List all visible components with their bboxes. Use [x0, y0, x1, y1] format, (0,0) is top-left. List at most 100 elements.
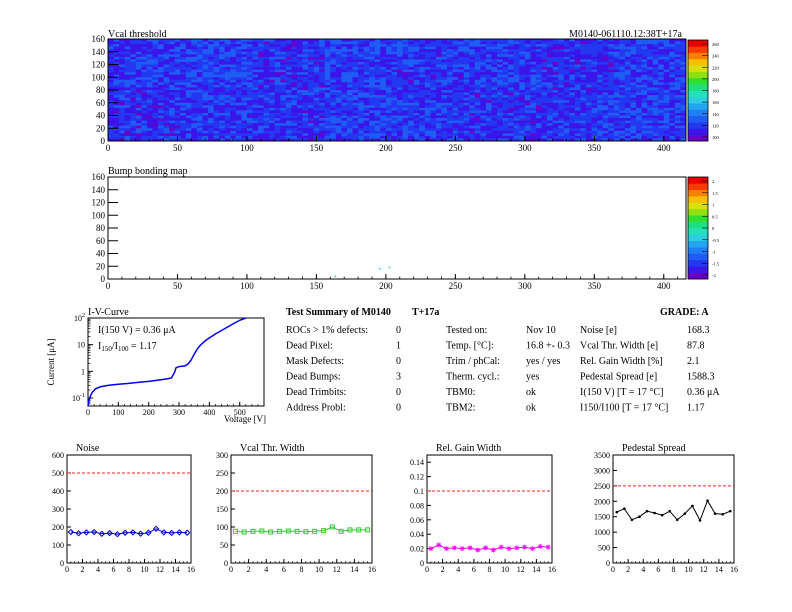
heatmap-cell	[358, 74, 365, 78]
heatmap-cell	[474, 72, 481, 76]
heatmap-cell	[113, 128, 120, 132]
heatmap-cell	[635, 59, 642, 63]
heatmap-cell	[358, 87, 365, 91]
heatmap-cell	[491, 61, 498, 65]
heatmap-cell	[474, 82, 481, 86]
heatmap-cell	[402, 69, 409, 73]
heatmap-cell	[485, 87, 492, 91]
heatmap-cell	[246, 128, 253, 132]
heatmap-cell	[619, 49, 626, 53]
heatmap-cell	[530, 128, 537, 132]
heatmap-cell	[441, 100, 448, 104]
heatmap-cell	[680, 92, 687, 96]
heatmap-cell	[624, 115, 631, 119]
heatmap-cell	[180, 77, 187, 81]
heatmap-cell	[152, 82, 159, 86]
heatmap-cell	[524, 49, 531, 53]
heatmap-cell	[263, 110, 270, 114]
heatmap-cell	[563, 95, 570, 99]
heatmap-cell	[196, 77, 203, 81]
heatmap-cell	[674, 41, 681, 45]
heatmap-cell	[585, 64, 592, 68]
heatmap-cell	[224, 41, 231, 45]
heatmap-cell	[613, 69, 620, 73]
heatmap-cell	[658, 64, 665, 68]
heatmap-cell	[430, 87, 437, 91]
heatmap-cell	[130, 87, 137, 91]
heatmap-cell	[402, 49, 409, 53]
heatmap-cell	[246, 61, 253, 65]
heatmap-cell	[435, 135, 442, 139]
heatmap-cell	[296, 110, 303, 114]
heatmap-cell	[358, 69, 365, 73]
heatmap-cell	[435, 79, 442, 83]
heatmap-cell	[563, 120, 570, 124]
heatmap-cell	[391, 95, 398, 99]
heatmap-cell	[219, 138, 226, 142]
heatmap-cell	[597, 118, 604, 121]
heatmap-cell	[613, 39, 620, 42]
heatmap-cell	[552, 59, 559, 63]
heatmap-cell	[419, 87, 426, 91]
heatmap-cell	[519, 102, 526, 106]
heatmap-cell	[296, 115, 303, 119]
heatmap-cell	[613, 120, 620, 124]
heatmap-cell	[191, 59, 198, 63]
heatmap-cell	[524, 92, 531, 96]
heatmap-cell	[130, 92, 137, 96]
heatmap-cell	[458, 67, 465, 70]
heatmap-cell	[163, 61, 170, 65]
heatmap-cell	[196, 74, 203, 78]
heatmap-cell	[519, 61, 526, 65]
heatmap-cell	[280, 100, 287, 104]
heatmap-cell	[569, 61, 576, 65]
heatmap-cell	[574, 51, 581, 55]
heatmap-cell	[119, 118, 126, 121]
heatmap-cell	[608, 105, 615, 109]
heatmap-cell	[469, 51, 476, 55]
heatmap-cell	[485, 105, 492, 109]
heatmap-cell	[558, 133, 565, 137]
heatmap-cell	[441, 130, 448, 134]
heatmap-cell	[413, 49, 420, 53]
heatmap-cell	[641, 54, 648, 58]
y-tick-label: 60	[96, 236, 106, 246]
heatmap-cell	[252, 138, 259, 142]
heatmap-cell	[480, 49, 487, 53]
heatmap-cell	[530, 87, 537, 91]
heatmap-cell	[163, 49, 170, 53]
heatmap-cell	[580, 135, 587, 139]
heatmap-cell	[408, 102, 415, 106]
heatmap-cell	[591, 54, 598, 58]
data-point	[721, 512, 724, 516]
heatmap-cell	[152, 120, 159, 124]
heatmap-cell	[374, 97, 381, 101]
heatmap-cell	[663, 64, 670, 68]
heatmap-cell	[291, 107, 298, 111]
heatmap-cell	[535, 64, 542, 68]
heatmap-cell	[474, 135, 481, 139]
heatmap-cell	[541, 92, 548, 96]
heatmap-cell	[513, 135, 520, 139]
heatmap-cell	[146, 92, 153, 96]
heatmap-cell	[330, 54, 337, 58]
heatmap-cell	[541, 46, 548, 50]
heatmap-cell	[280, 110, 287, 114]
heatmap-cell	[230, 115, 237, 119]
heatmap-cell	[674, 97, 681, 101]
heatmap-cell	[402, 72, 409, 76]
heatmap-cell	[146, 44, 153, 48]
heatmap-cell	[291, 82, 298, 86]
heatmap-cell	[619, 100, 626, 104]
heatmap-cell	[163, 87, 170, 91]
heatmap-cell	[230, 49, 237, 53]
heatmap-cell	[430, 51, 437, 55]
panel-x-tick-label: 6	[472, 565, 476, 574]
heatmap-cell	[591, 90, 598, 93]
heatmap-cell	[152, 118, 159, 121]
heatmap-cell	[502, 112, 509, 116]
heatmap-cell	[497, 54, 503, 58]
heatmap-cell	[647, 49, 654, 53]
heatmap-cell	[635, 130, 642, 134]
